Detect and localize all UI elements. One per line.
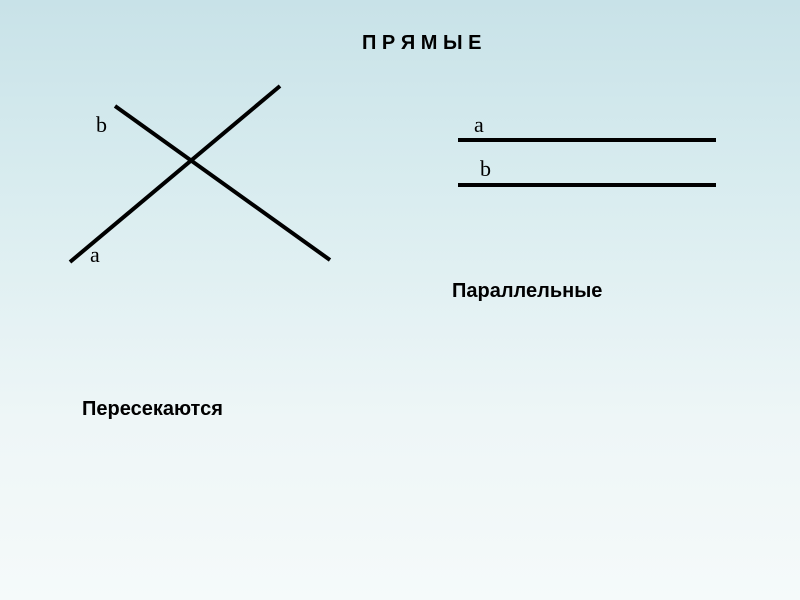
- left-label-a: а: [90, 242, 100, 268]
- right-label-b: b: [480, 156, 491, 182]
- right-label-a: а: [474, 112, 484, 138]
- page-title: П Р Я М Ы Е: [362, 32, 481, 55]
- right-caption: Параллельные: [452, 280, 602, 303]
- left-caption: Пересекаются: [82, 398, 223, 421]
- left-label-b: b: [96, 112, 107, 138]
- diagram-canvas: [0, 0, 800, 600]
- left-line-b: [115, 106, 330, 260]
